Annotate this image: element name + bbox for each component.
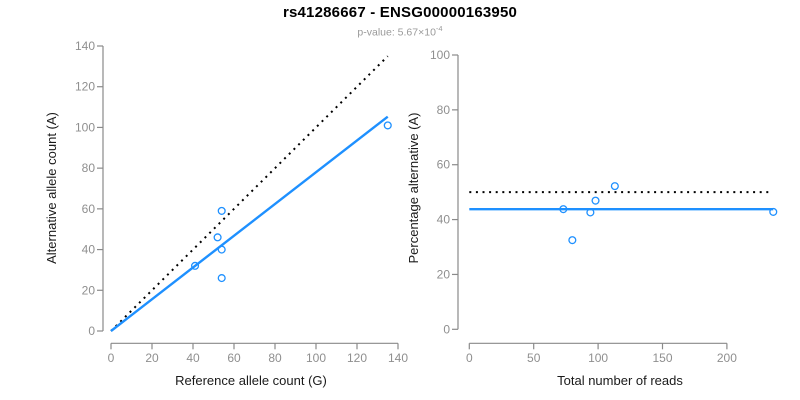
panel-allele-counts: 0 20 40 60 80 100 120 140 0 20 40 60 80 100 120 140 Refe…: [44, 39, 408, 388]
y-tick-label: 140: [75, 39, 95, 53]
x-axis-title: Total number of reads: [557, 373, 683, 388]
x-tick-label: 120: [347, 351, 367, 365]
identity-expected-line: [110, 55, 389, 332]
y-tick-label: 80: [437, 103, 451, 117]
x-tick-label: 200: [717, 351, 737, 365]
x-tick-label: 140: [388, 351, 408, 365]
data-point: [591, 196, 600, 205]
x-tick-label: 50: [527, 351, 541, 365]
x-tick-label: 0: [466, 351, 473, 365]
y-axis-title: Alternative allele count (A): [44, 112, 59, 264]
x-tick-label: 100: [306, 351, 326, 365]
y-tick-label: 60: [437, 158, 451, 172]
y-tick-label: 0: [88, 324, 95, 338]
pvalue-text: p-value: 5.67×10: [357, 26, 436, 39]
x-tick-label: 0: [108, 351, 115, 365]
data-point: [213, 233, 222, 242]
pvalue-exponent: -4: [435, 24, 443, 33]
x-tick-label: 80: [268, 351, 282, 365]
x-tick-label: 100: [588, 351, 608, 365]
panel-percentage-vs-coverage: 0 50 100 150 200 0 20 40 60 80 100 Total number of …: [406, 48, 778, 388]
data-point: [769, 207, 778, 216]
y-tick-label: 0: [443, 322, 450, 336]
y-tick-label: 60: [82, 202, 96, 216]
x-axis-title: Reference allele count (G): [175, 373, 327, 388]
y-tick-label: 20: [437, 267, 451, 281]
y-tick-label: 80: [82, 161, 96, 175]
y-axis-title: Percentage alternative (A): [406, 112, 421, 263]
figure-subtitle: p-value: 5.67×10-4: [0, 24, 800, 39]
y-tick-label: 120: [75, 80, 95, 94]
x-tick-label: 150: [652, 351, 672, 365]
data-point: [610, 182, 619, 191]
data-point: [217, 206, 226, 215]
y-tick-label: 20: [82, 283, 96, 297]
data-point: [217, 245, 226, 254]
data-point: [383, 121, 392, 130]
data-point: [559, 205, 568, 214]
fitted-ratio-line: [110, 115, 389, 332]
y-tick-label: 40: [437, 213, 451, 227]
figure-title: rs41286667 - ENSG00000163950: [282, 4, 518, 21]
x-tick-label: 40: [186, 351, 200, 365]
y-tick-label: 40: [82, 243, 96, 257]
y-tick-label: 100: [75, 120, 95, 134]
x-tick-label: 20: [145, 351, 159, 365]
y-tick-label: 100: [430, 48, 450, 62]
data-point: [568, 236, 577, 245]
x-tick-label: 60: [227, 351, 241, 365]
data-point: [586, 208, 595, 217]
data-point: [191, 261, 200, 270]
data-point: [217, 274, 226, 283]
